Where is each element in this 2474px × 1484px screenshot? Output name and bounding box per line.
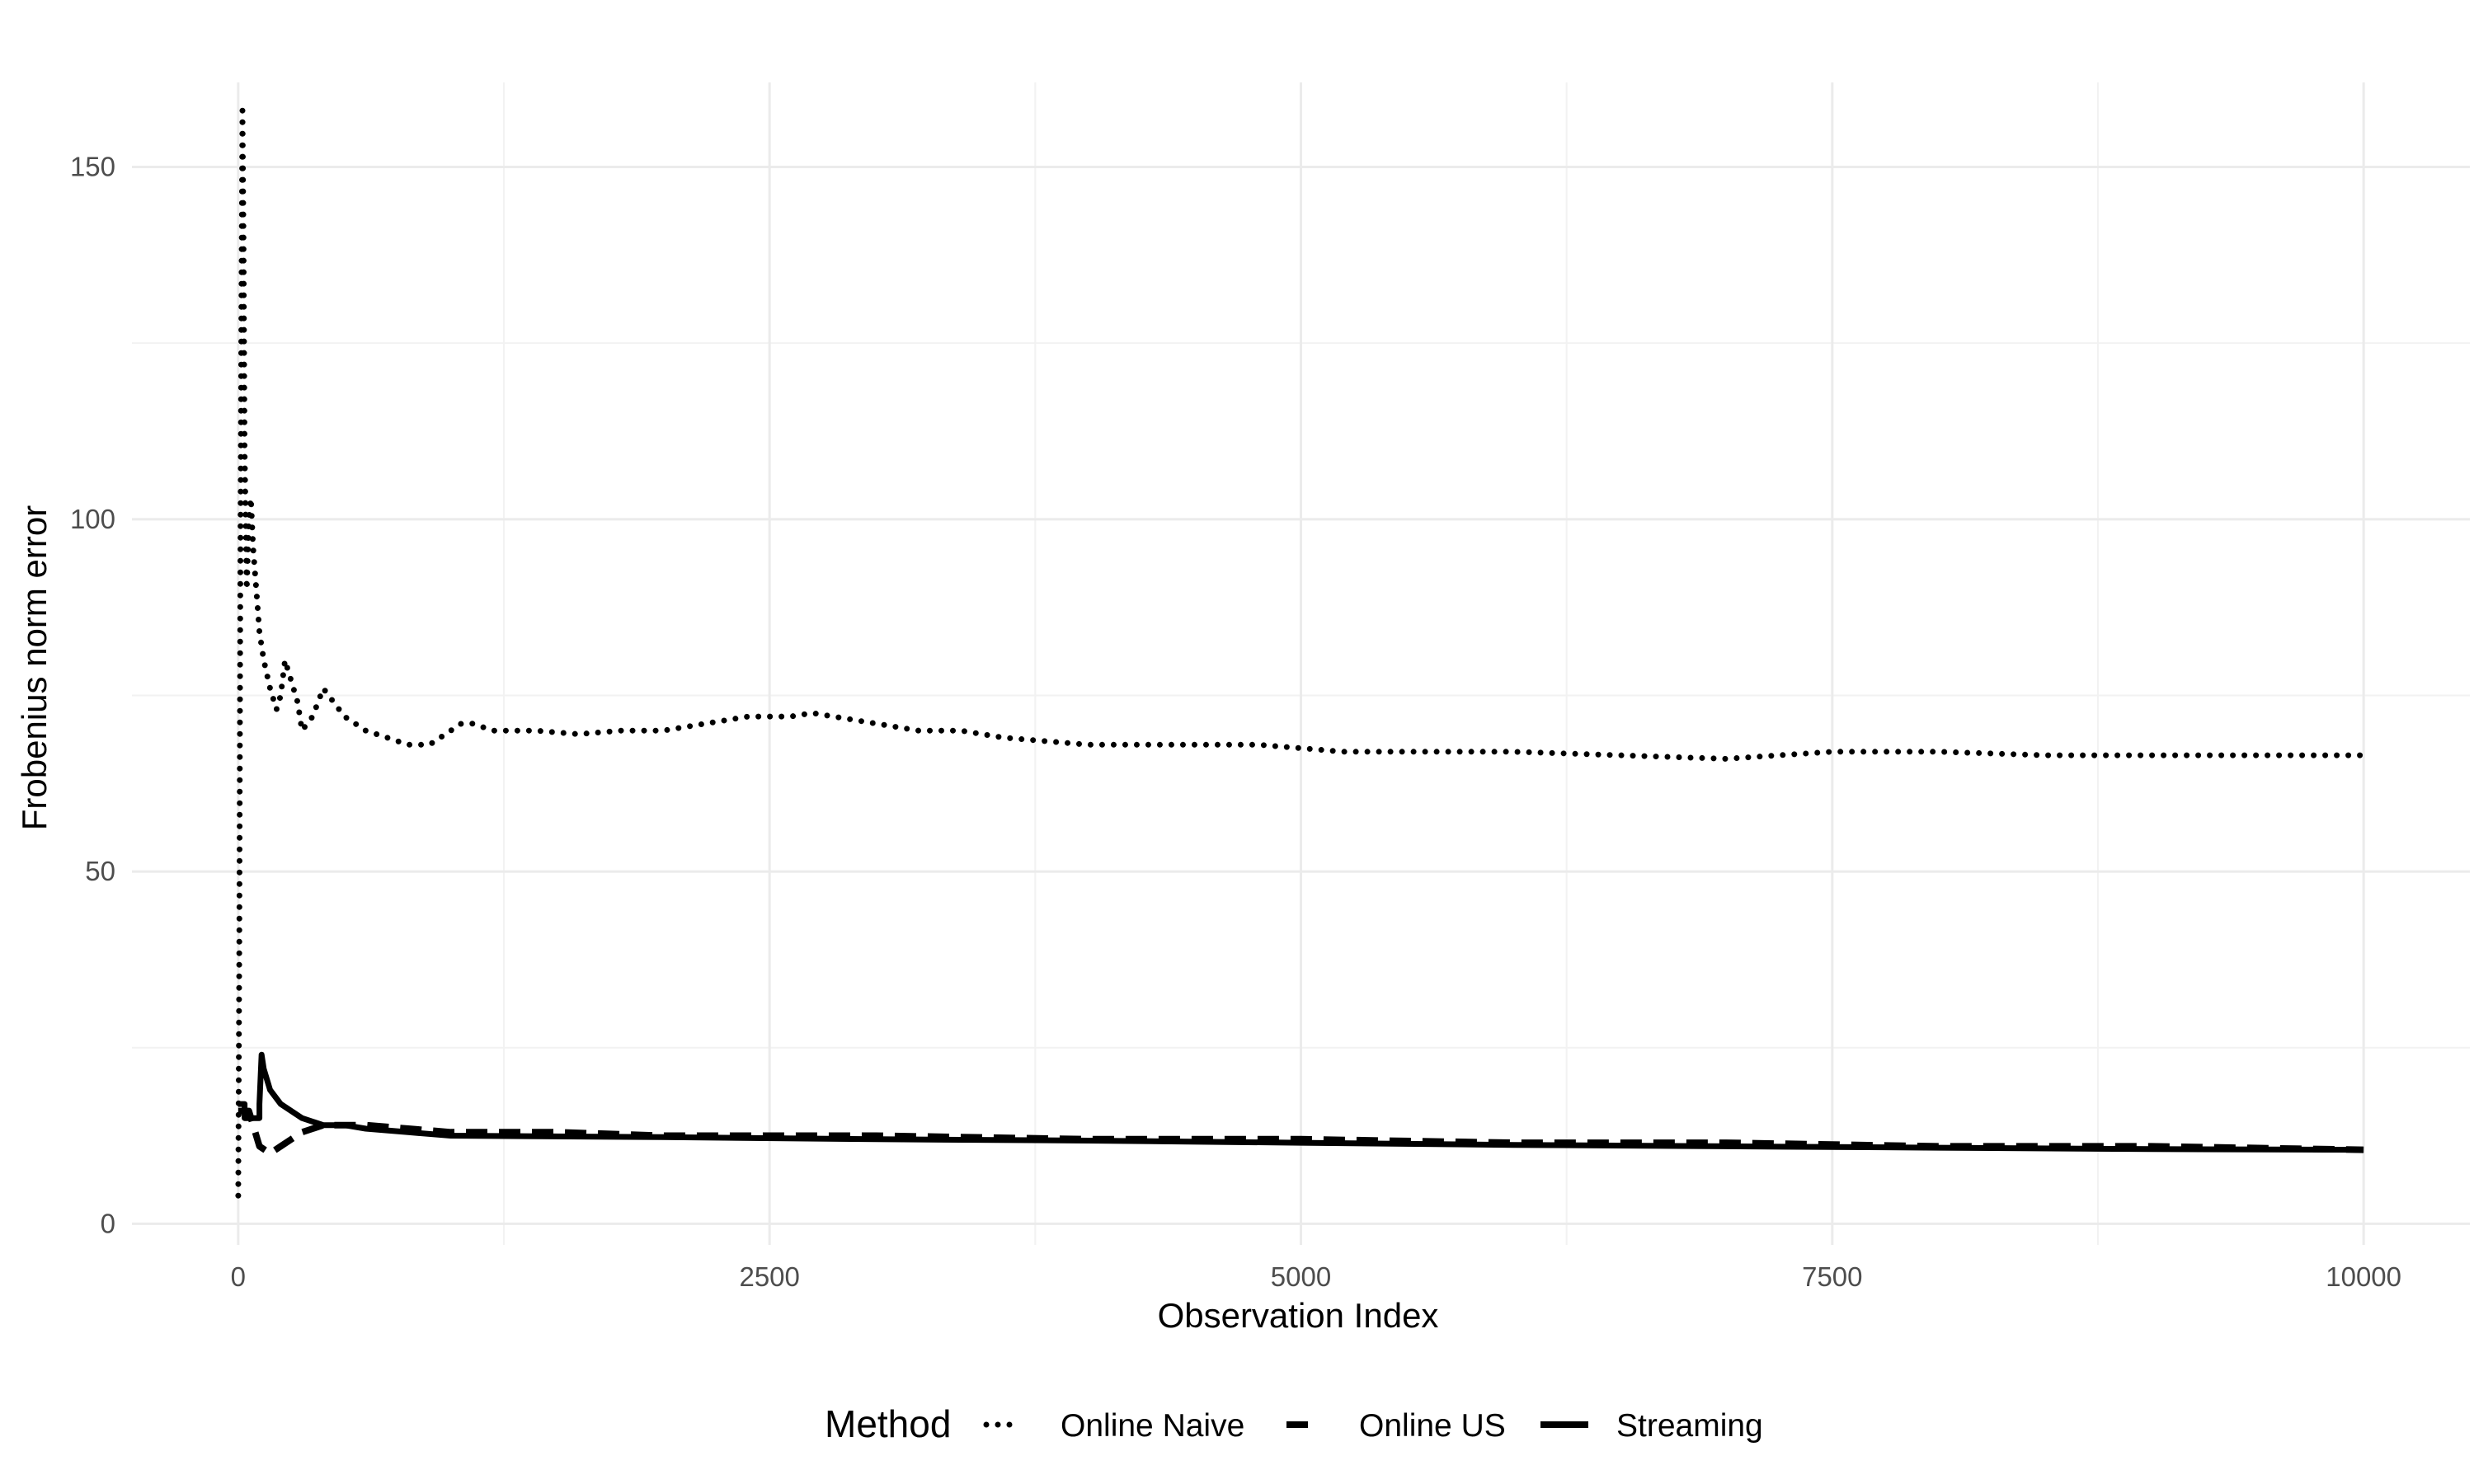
y-tick-label: 100 — [70, 504, 115, 534]
x-tick-label: 7500 — [1802, 1261, 1862, 1292]
x-tick-label: 0 — [231, 1261, 246, 1292]
legend-label-streaming: Streaming — [1616, 1408, 1763, 1444]
legend-label-online-us: Online US — [1359, 1408, 1506, 1444]
y-tick-label: 0 — [101, 1208, 115, 1238]
y-tick-label: 150 — [70, 152, 115, 182]
grid — [132, 82, 2470, 1245]
x-axis-title: Observation Index — [1158, 1296, 1439, 1335]
y-tick-labels: 0 50 100 150 — [70, 152, 115, 1239]
series-online-naive — [235, 107, 2367, 1199]
legend: Method Online Naive Online US Streaming — [825, 1402, 1763, 1445]
x-tick-label: 5000 — [1271, 1261, 1331, 1292]
x-tick-labels: 0 2500 5000 7500 10000 — [231, 1261, 2401, 1292]
x-tick-label: 10000 — [2326, 1261, 2401, 1292]
legend-title: Method — [825, 1402, 951, 1445]
x-tick-label: 2500 — [739, 1261, 799, 1292]
series-streaming — [238, 1051, 2364, 1153]
y-tick-label: 50 — [85, 856, 115, 886]
legend-label-online-naive: Online Naive — [1061, 1408, 1244, 1444]
series-lines — [235, 107, 2367, 1199]
y-axis-title: Frobenius norm error — [15, 505, 54, 830]
series-online-us — [238, 1107, 2364, 1157]
